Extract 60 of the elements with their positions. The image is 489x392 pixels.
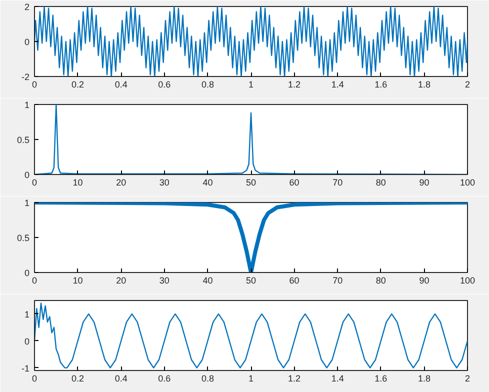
x-tick-label: 70 <box>332 178 343 188</box>
x-tick-label: 90 <box>419 178 430 188</box>
x-tick-label: 60 <box>289 276 300 286</box>
x-tick-label: 0.6 <box>158 80 171 90</box>
line-series <box>34 104 468 174</box>
y-tick-label: 0.5 <box>16 135 30 145</box>
x-tick-label: 1.6 <box>374 80 388 90</box>
x-tick-label: 0 <box>32 374 38 384</box>
x-tick-label: 60 <box>289 178 300 188</box>
x-tick-label: 0.4 <box>114 374 128 384</box>
y-tick-label: 0 <box>24 170 30 180</box>
x-tick-label: 30 <box>159 276 170 286</box>
x-tick-label: 0 <box>32 276 38 286</box>
line-series <box>34 202 468 272</box>
x-tick-label: 30 <box>159 178 170 188</box>
y-tick-label: 0 <box>24 37 30 47</box>
x-tick-label: 1.4 <box>331 80 344 90</box>
x-tick-label: 0.6 <box>158 374 171 384</box>
x-tick-label: 1.8 <box>418 80 430 90</box>
x-tick-label: 0 <box>32 178 38 188</box>
y-tick-label: 1 <box>24 198 30 208</box>
x-tick-label: 1.8 <box>418 374 430 384</box>
y-tick-label: -1 <box>22 363 30 374</box>
y-tick-label: -2 <box>22 72 30 82</box>
x-tick-label: 100 <box>460 276 476 286</box>
x-tick-label: 0 <box>32 80 38 90</box>
x-tick-label: 90 <box>419 276 430 286</box>
x-tick-label: 1.6 <box>374 374 388 384</box>
x-tick-label: 40 <box>202 276 213 286</box>
x-tick-label: 10 <box>72 178 83 188</box>
x-tick-label: 70 <box>332 276 343 286</box>
line-series <box>34 6 468 76</box>
x-tick-label: 10 <box>72 276 83 286</box>
x-tick-label: 20 <box>116 178 126 188</box>
x-tick-label: 80 <box>376 276 386 286</box>
y-tick-label: 0 <box>24 336 30 346</box>
x-tick-label: 0.4 <box>114 80 128 90</box>
x-tick-label: 40 <box>202 178 213 188</box>
x-tick-label: 80 <box>376 178 386 188</box>
y-tick-label: 0 <box>24 268 30 278</box>
y-tick-label: 0.5 <box>16 233 30 243</box>
x-tick-label: 0.8 <box>201 80 214 90</box>
x-tick-label: 1 <box>248 374 254 384</box>
x-tick-label: 100 <box>460 178 476 188</box>
x-tick-label: 1.4 <box>331 374 344 384</box>
x-tick-label: 1.2 <box>288 80 301 90</box>
x-tick-label: 0.2 <box>72 374 84 384</box>
x-tick-label: 1 <box>248 80 254 90</box>
x-tick-label: 50 <box>246 276 256 286</box>
y-tick-label: 2 <box>24 2 30 12</box>
y-tick-label: 1 <box>24 100 30 110</box>
line-series <box>34 302 468 368</box>
x-tick-label: 2 <box>464 80 470 90</box>
x-tick-label: 50 <box>246 178 256 188</box>
x-tick-label: 0.2 <box>72 80 84 90</box>
x-tick-label: 0.8 <box>201 374 214 384</box>
y-tick-label: 1 <box>24 309 30 320</box>
x-tick-label: 1.2 <box>288 374 301 384</box>
x-tick-label: 20 <box>116 276 126 286</box>
x-tick-label: 2 <box>464 374 470 384</box>
